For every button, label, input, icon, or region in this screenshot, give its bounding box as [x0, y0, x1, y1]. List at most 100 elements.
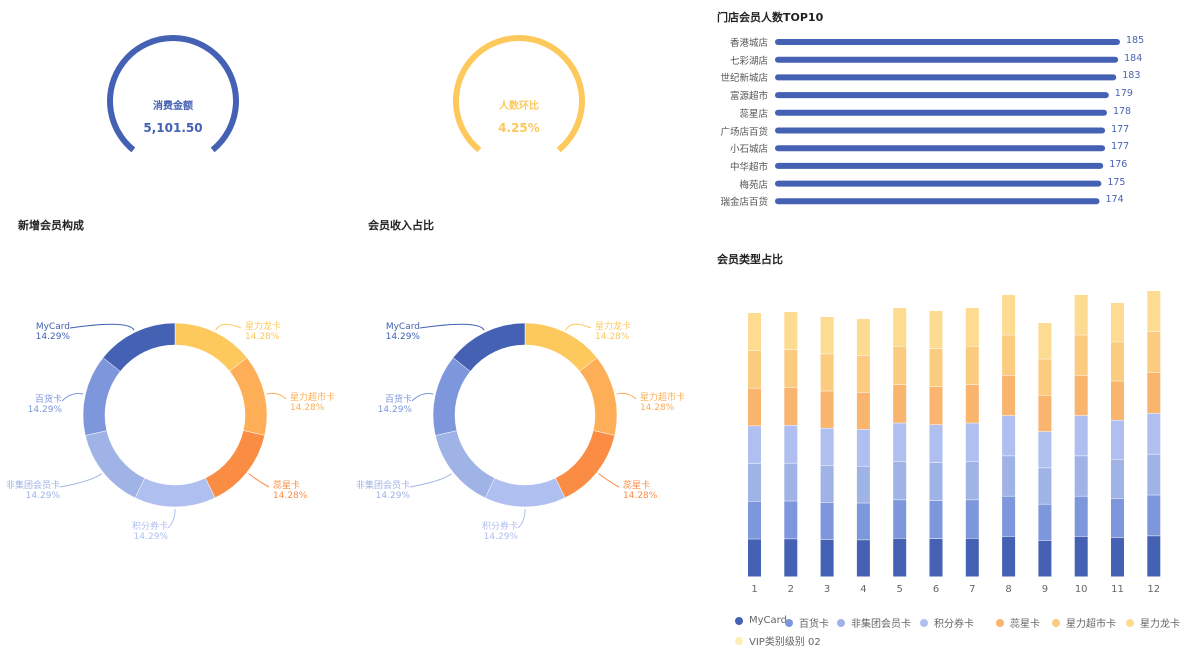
stack-segment[interactable]	[1074, 536, 1088, 577]
donut-slice[interactable]	[579, 357, 618, 436]
stack-segment[interactable]	[929, 425, 943, 463]
stack-segment[interactable]	[820, 465, 834, 503]
stack-segment[interactable]	[929, 501, 943, 539]
stack-segment[interactable]	[1074, 375, 1088, 416]
stack-segment[interactable]	[1002, 456, 1016, 496]
stack-segment[interactable]	[965, 346, 979, 385]
legend-item[interactable]: 百货卡	[785, 615, 829, 630]
stack-segment[interactable]	[1147, 495, 1161, 536]
stack-segment[interactable]	[1074, 496, 1088, 537]
donut-slice[interactable]	[85, 430, 146, 499]
stack-segment[interactable]	[856, 355, 870, 393]
stack-segment[interactable]	[1002, 375, 1016, 416]
stack-segment[interactable]	[784, 387, 798, 426]
stack-segment[interactable]	[1002, 335, 1016, 376]
stack-segment[interactable]	[784, 425, 798, 463]
stack-segment[interactable]	[929, 311, 943, 349]
stack-segment[interactable]	[748, 501, 761, 539]
donut-slice[interactable]	[524, 322, 598, 372]
stack-segment[interactable]	[1147, 413, 1161, 454]
stack-segment[interactable]	[820, 428, 834, 466]
stack-segment[interactable]	[748, 350, 761, 388]
stack-segment[interactable]	[1111, 459, 1124, 499]
legend-item[interactable]: 非集团会员卡	[837, 615, 911, 630]
donut-slice[interactable]	[134, 477, 216, 508]
stack-segment[interactable]	[1038, 359, 1052, 396]
stack-segment[interactable]	[1002, 295, 1016, 335]
donut-slice[interactable]	[102, 322, 176, 372]
stack-segment[interactable]	[856, 392, 870, 430]
stack-segment[interactable]	[965, 500, 979, 539]
stack-segment[interactable]	[965, 308, 979, 346]
stack-segment[interactable]	[1147, 536, 1161, 577]
stack-segment[interactable]	[893, 346, 907, 385]
stack-segment[interactable]	[965, 461, 979, 500]
stack-segment[interactable]	[820, 502, 834, 540]
stack-segment[interactable]	[1038, 323, 1052, 359]
stack-segment[interactable]	[893, 308, 907, 346]
stack-segment[interactable]	[748, 539, 761, 577]
stack-segment[interactable]	[929, 539, 943, 577]
stack-segment[interactable]	[856, 503, 870, 540]
stack-segment[interactable]	[748, 388, 761, 426]
stack-segment[interactable]	[784, 539, 798, 577]
stack-segment[interactable]	[784, 312, 798, 350]
stack-segment[interactable]	[929, 463, 943, 501]
stack-segment[interactable]	[1002, 496, 1016, 537]
stack-segment[interactable]	[1147, 291, 1161, 332]
stack-segment[interactable]	[784, 463, 798, 501]
stack-segment[interactable]	[820, 539, 834, 577]
stack-segment[interactable]	[1002, 536, 1016, 577]
stack-segment[interactable]	[748, 463, 761, 502]
stack-segment[interactable]	[784, 501, 798, 539]
stack-segment[interactable]	[893, 423, 907, 462]
stack-segment[interactable]	[1074, 295, 1088, 335]
donut-slice[interactable]	[82, 357, 121, 436]
stack-segment[interactable]	[820, 354, 834, 391]
stack-segment[interactable]	[1111, 303, 1124, 342]
legend-item[interactable]: VIP类别级别 02	[735, 633, 821, 648]
donut-slice[interactable]	[174, 322, 248, 372]
donut-slice[interactable]	[435, 430, 496, 499]
stack-segment[interactable]	[1111, 420, 1124, 460]
stack-segment[interactable]	[1002, 415, 1016, 456]
stack-segment[interactable]	[929, 387, 943, 425]
stack-segment[interactable]	[856, 540, 870, 577]
stack-segment[interactable]	[1147, 372, 1161, 414]
stack-segment[interactable]	[1074, 335, 1088, 376]
stack-segment[interactable]	[893, 538, 907, 577]
stack-segment[interactable]	[820, 391, 834, 428]
stack-segment[interactable]	[1038, 395, 1052, 432]
donut-slice[interactable]	[484, 477, 566, 508]
stack-segment[interactable]	[893, 500, 907, 539]
stack-segment[interactable]	[748, 426, 761, 464]
stack-segment[interactable]	[1074, 456, 1088, 496]
stack-segment[interactable]	[820, 317, 834, 354]
stack-segment[interactable]	[1038, 468, 1052, 504]
stack-segment[interactable]	[965, 423, 979, 462]
stack-segment[interactable]	[856, 319, 870, 356]
stack-segment[interactable]	[929, 349, 943, 387]
stack-segment[interactable]	[856, 466, 870, 503]
legend-item[interactable]: 星力龙卡	[1126, 615, 1180, 630]
stack-segment[interactable]	[1147, 331, 1161, 373]
stack-segment[interactable]	[856, 429, 870, 466]
legend-item[interactable]: MyCard	[735, 615, 787, 626]
stack-segment[interactable]	[893, 384, 907, 423]
stack-segment[interactable]	[1147, 454, 1161, 495]
donut-slice[interactable]	[452, 322, 526, 372]
stack-segment[interactable]	[1074, 415, 1088, 456]
stack-segment[interactable]	[784, 349, 798, 388]
stack-segment[interactable]	[965, 384, 979, 423]
stack-segment[interactable]	[748, 313, 761, 351]
donut-slice[interactable]	[229, 357, 268, 436]
stack-segment[interactable]	[965, 538, 979, 577]
stack-segment[interactable]	[1111, 498, 1124, 538]
stack-segment[interactable]	[1038, 504, 1052, 541]
stack-segment[interactable]	[893, 461, 907, 500]
stack-segment[interactable]	[1111, 381, 1124, 420]
donut-slice[interactable]	[432, 357, 471, 436]
stack-segment[interactable]	[1038, 540, 1052, 577]
legend-item[interactable]: 星力超市卡	[1052, 615, 1116, 630]
stack-segment[interactable]	[1038, 431, 1052, 468]
